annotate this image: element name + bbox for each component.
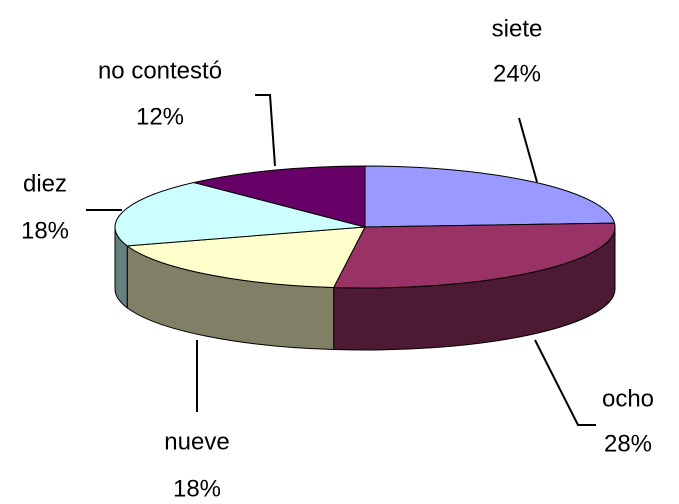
leader-line — [255, 94, 276, 167]
pie-slice — [193, 165, 366, 228]
pie-slice — [125, 226, 366, 289]
slice-value-label: 28% — [604, 430, 652, 457]
slice-value-label: 12% — [136, 103, 184, 130]
slice-label: no contestó — [98, 57, 222, 84]
slice-value-label: 18% — [21, 217, 69, 244]
slice-value-label: 18% — [173, 475, 221, 502]
slice-label: ocho — [602, 385, 654, 412]
slice-value-label: 24% — [493, 60, 541, 87]
slice-label: nueve — [164, 428, 229, 455]
pie-slice — [114, 182, 366, 247]
leader-line — [534, 339, 596, 426]
slice-label: diez — [23, 170, 67, 197]
pie-slice — [332, 222, 616, 289]
slice-label: siete — [492, 15, 543, 42]
leader-line — [518, 117, 538, 183]
pie-slice — [364, 165, 616, 228]
